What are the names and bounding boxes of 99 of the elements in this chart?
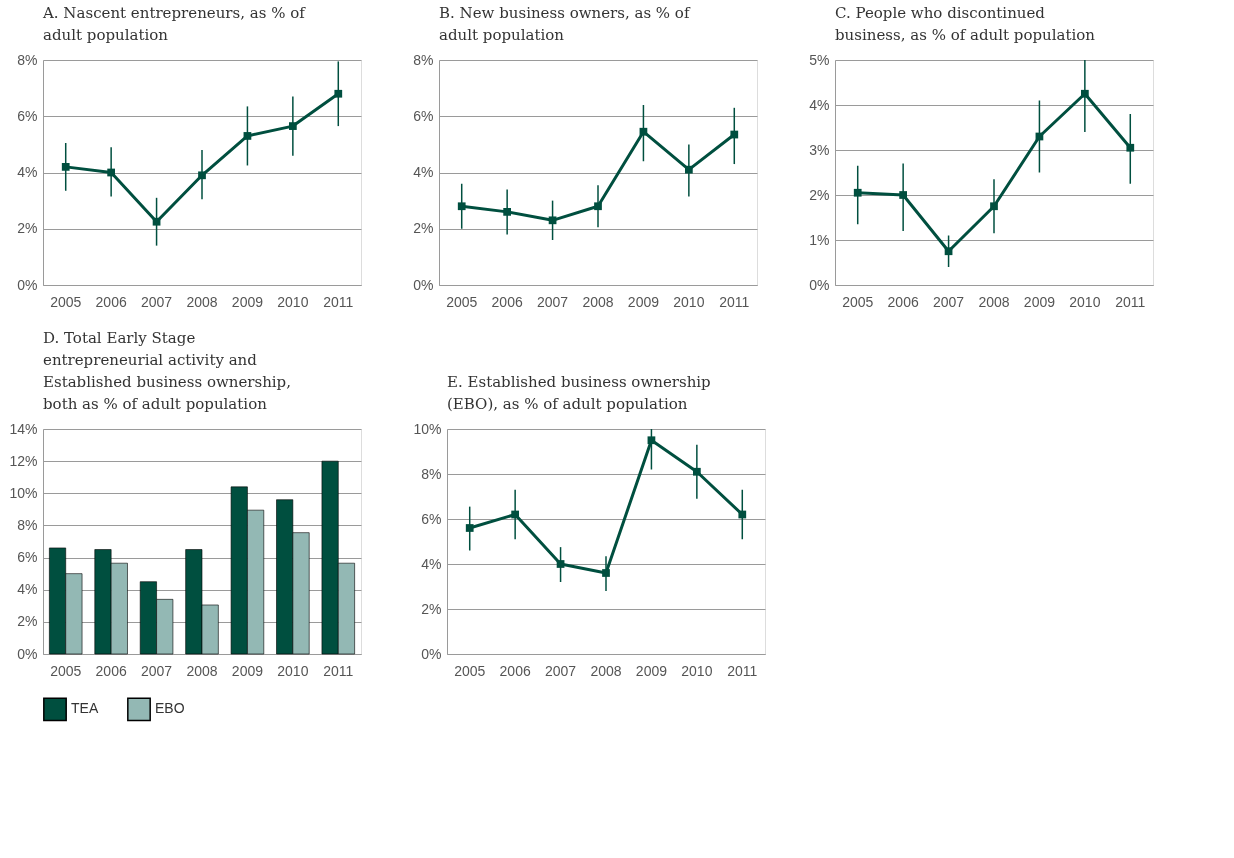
x-tick-label: 2007 [536, 293, 569, 310]
x-tick-label: 2009 [1023, 293, 1056, 310]
point [548, 216, 557, 225]
x-tick-label: 2010 [277, 293, 309, 310]
point [853, 188, 862, 197]
x-tick-label: 2007 [140, 293, 173, 310]
x-tick-label: 2005 [454, 662, 486, 679]
x-tick-label: 2008 [582, 293, 614, 310]
point [457, 202, 466, 211]
y-tick-label: 6% [17, 107, 38, 124]
y-tick-label: 4% [17, 164, 38, 180]
x-tick-label: 2011 [727, 662, 758, 679]
point [594, 202, 602, 211]
x-tick-label: 2011 [323, 662, 354, 679]
x-tick-label: 2010 [673, 293, 705, 310]
point [198, 171, 206, 180]
y-tick-label: 0% [421, 645, 442, 662]
x-tick-label: 2009 [231, 293, 264, 310]
point [944, 247, 953, 256]
x-tick-label: 2005 [446, 293, 478, 310]
y-tick-label: 2% [17, 220, 38, 237]
y-tick-label: 6% [421, 510, 442, 527]
y-tick-label: 4% [17, 581, 38, 598]
x-tick-label: 2008 [186, 293, 218, 310]
y-tick-label: 3% [809, 141, 830, 158]
chart-title: E. Established business ownership (EBO), as % of adult population [447, 373, 711, 413]
y-tick-label: 14% [9, 420, 38, 437]
x-tick-label: 2005 [50, 662, 82, 679]
x-tick-label: 2007 [544, 662, 577, 679]
y-tick-label: 2% [413, 220, 434, 237]
chart-title: B. New business owners, as % of adult population [439, 4, 691, 44]
y-tick-label: 10% [413, 420, 442, 437]
legend-label: TEA [71, 700, 99, 717]
point [243, 132, 252, 140]
x-tick-label: 2011 [719, 293, 750, 310]
point [107, 168, 116, 177]
x-tick-label: 2007 [140, 662, 173, 679]
y-tick-label: 0% [809, 276, 830, 293]
x-tick-label: 2005 [842, 293, 874, 310]
y-tick-label: 8% [17, 51, 38, 68]
x-tick-label: 2010 [681, 662, 713, 679]
y-tick-label: 10% [9, 484, 38, 501]
x-tick-label: 2009 [635, 662, 668, 679]
point [511, 510, 520, 519]
chart-title: A. Nascent entrepreneurs, as % of adult population [42, 4, 307, 44]
point [602, 569, 610, 577]
x-tick-label: 2009 [627, 293, 660, 310]
point [639, 127, 648, 136]
y-tick-label: 0% [17, 645, 38, 662]
point [288, 122, 297, 130]
point [503, 208, 512, 216]
point [647, 436, 656, 445]
y-tick-label: 4% [421, 555, 442, 572]
point [465, 524, 474, 532]
chart-title: C. People who discontinued business, as % of adult population [835, 4, 1096, 44]
point [61, 163, 70, 171]
y-tick-label: 0% [17, 276, 38, 293]
x-tick-label: 2005 [50, 293, 82, 310]
x-tick-label: 2011 [1115, 293, 1146, 310]
x-tick-label: 2006 [499, 662, 531, 679]
chart-title: D. Total Early Stage entrepreneurial activity and Established business ownership, both as % of adult population [43, 329, 291, 413]
y-tick-label: 12% [9, 452, 38, 469]
y-tick-label: 6% [413, 107, 434, 124]
point [556, 560, 565, 568]
y-tick-label: 2% [809, 186, 830, 203]
y-tick-label: 2% [17, 613, 38, 630]
y-tick-label: 8% [17, 516, 38, 533]
x-tick-label: 2006 [491, 293, 523, 310]
point [152, 217, 161, 226]
y-tick-label: 0% [413, 276, 434, 293]
y-tick-label: 8% [413, 51, 434, 68]
point [334, 89, 343, 98]
y-tick-label: 4% [809, 96, 830, 113]
x-tick-label: 2008 [590, 662, 622, 679]
x-tick-label: 2009 [231, 662, 264, 679]
point [738, 510, 747, 519]
x-tick-label: 2008 [186, 662, 218, 679]
point [990, 202, 998, 211]
x-tick-label: 2006 [95, 293, 127, 310]
y-tick-label: 6% [17, 549, 38, 566]
point [1080, 89, 1089, 98]
x-tick-label: 2007 [932, 293, 965, 310]
y-tick-label: 1% [809, 231, 830, 248]
x-tick-label: 2010 [1069, 293, 1101, 310]
legend-label: EBO [155, 700, 185, 717]
x-tick-label: 2008 [978, 293, 1010, 310]
point [692, 467, 701, 476]
point [684, 165, 693, 174]
x-tick-label: 2010 [277, 662, 309, 679]
y-tick-label: 4% [413, 164, 434, 180]
y-tick-label: 8% [421, 465, 442, 482]
point [1126, 143, 1135, 152]
x-tick-label: 2006 [95, 662, 127, 679]
point [899, 191, 908, 199]
y-tick-label: 5% [809, 51, 830, 68]
x-tick-label: 2011 [323, 293, 354, 310]
point [730, 130, 739, 139]
y-tick-label: 2% [421, 600, 442, 617]
x-tick-label: 2006 [887, 293, 919, 310]
